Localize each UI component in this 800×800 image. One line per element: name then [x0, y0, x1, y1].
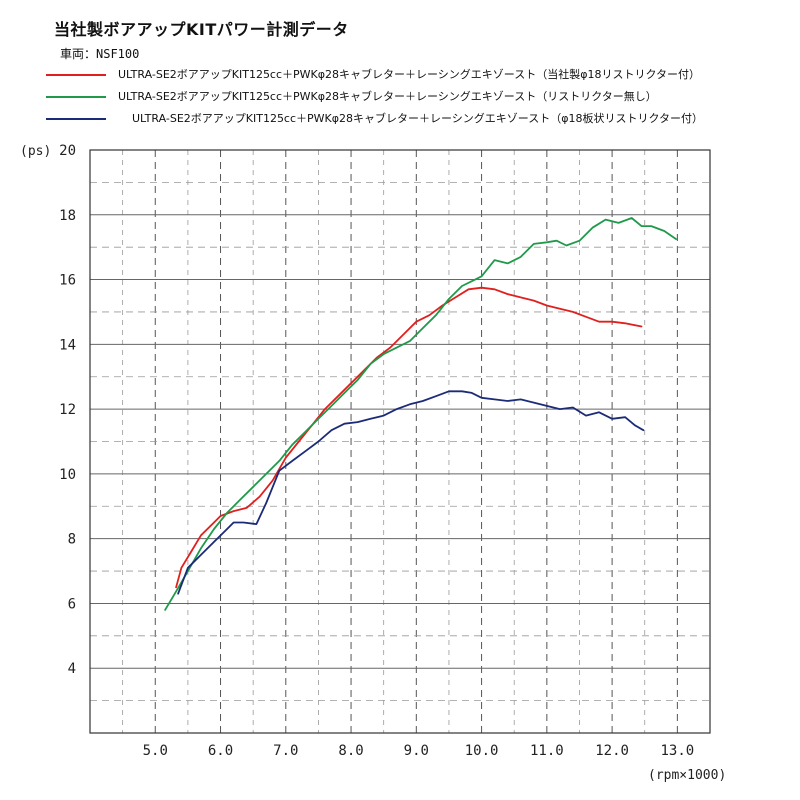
legend-label-blue: ULTRA-SE2ボアアップKIT125cc＋PWKφ28キャブレター＋レーシン…: [132, 112, 704, 125]
y-tick-label: 20: [59, 143, 76, 159]
y-tick-label: 6: [68, 596, 76, 612]
legend-label-green: ULTRA-SE2ボアアップKIT125cc＋PWKφ28キャブレター＋レーシン…: [118, 90, 657, 103]
series-line-1: [175, 286, 643, 589]
plot-border: [89, 149, 711, 734]
x-axis-unit: (rpm×1000): [648, 768, 726, 783]
x-tick-label: 10.0: [465, 743, 499, 759]
page-title: 当社製ボアアップKITパワー計測データ: [54, 20, 349, 39]
chart-grid: [90, 150, 710, 733]
x-tick-label: 12.0: [595, 743, 629, 759]
x-tick-label: 7.0: [273, 743, 298, 759]
x-tick-label: 9.0: [404, 743, 429, 759]
y-axis-unit: (ps): [20, 144, 51, 159]
legend-swatch-green: [46, 96, 106, 98]
chart-frame: [89, 149, 711, 734]
legend-item-red: ULTRA-SE2ボアアップKIT125cc＋PWKφ28キャブレター＋レーシン…: [46, 64, 786, 86]
x-tick-label: 13.0: [661, 743, 695, 759]
y-tick-label: 14: [59, 337, 76, 353]
x-tick-label: 6.0: [208, 743, 233, 759]
y-tick-label: 16: [59, 273, 76, 289]
legend-label-red: ULTRA-SE2ボアアップKIT125cc＋PWKφ28キャブレター＋レーシン…: [118, 68, 701, 81]
x-tick-label: 8.0: [338, 743, 363, 759]
series-line-2: [164, 217, 677, 611]
x-axis-ticks: 5.0 6.0 7.0 8.0 9.0 10.0 11.0 12.0 13.0: [143, 743, 695, 759]
x-tick-label: 5.0: [143, 743, 168, 759]
y-tick-label: 12: [59, 402, 76, 418]
vehicle-label: 車両：NSF100: [60, 47, 140, 61]
legend-item-blue: ULTRA-SE2ボアアップKIT125cc＋PWKφ28キャブレター＋レーシン…: [46, 108, 786, 130]
legend-item-green: ULTRA-SE2ボアアップKIT125cc＋PWKφ28キャブレター＋レーシン…: [46, 86, 786, 108]
x-tick-label: 11.0: [530, 743, 564, 759]
y-tick-label: 4: [68, 661, 76, 677]
legend-swatch-blue: [46, 118, 106, 120]
y-tick-label: 18: [59, 208, 76, 224]
series-line-3: [177, 390, 645, 595]
y-tick-label: 8: [68, 532, 76, 548]
y-tick-label: 10: [59, 467, 76, 483]
legend: ULTRA-SE2ボアアップKIT125cc＋PWKφ28キャブレター＋レーシン…: [46, 64, 786, 130]
legend-swatch-red: [46, 74, 106, 76]
y-axis-ticks: 4 6 8 10 12 14 16 18 20: [59, 143, 76, 677]
chart-series: [164, 217, 677, 611]
